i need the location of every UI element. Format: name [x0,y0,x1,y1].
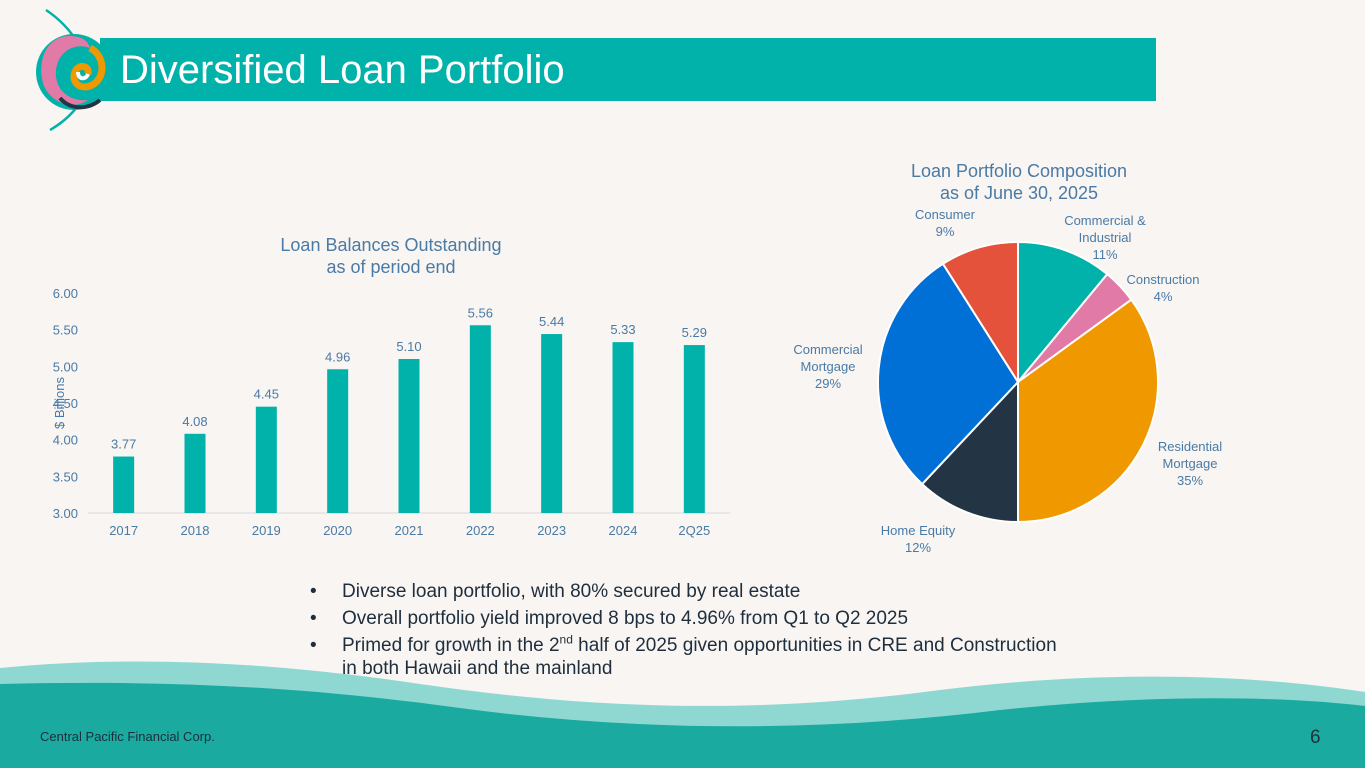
bar-2021 [398,359,420,513]
bullet-marker: • [310,608,317,629]
pie-slice-residential-mortgage [1017,298,1159,524]
y-tick-label: 4.00 [53,433,78,448]
x-tick-label: 2Q25 [678,523,710,538]
loan-balances-bar-chart: 3.00 3.50 4.00 4.50 5.00 5.50 6.00 $ Billions 3.… [52,286,730,538]
pie-slice-label: Construction 4% [1127,272,1200,304]
bar-2019 [255,406,277,513]
bar-value-label: 4.96 [325,349,350,364]
pie-slice-label: Commercial & Industrial 11% [1064,213,1146,262]
pie-chart-title-line-1: Loan Portfolio Composition [910,161,1128,181]
x-tick-label: 2022 [466,523,495,538]
y-tick-label: 5.00 [53,359,78,374]
y-tick-label: 4.50 [53,396,78,411]
bar-chart-title-line-1: Loan Balances Outstanding [280,235,502,255]
bar-value-label: 3.77 [111,437,136,452]
pie-slice-home-equity [920,379,1019,524]
x-tick-label: 2019 [252,523,281,538]
pie-chart-title-line-2: as of June 30, 2025 [939,183,1099,203]
page-number: 6 [1310,727,1321,748]
bar-value-label: 4.45 [254,387,279,402]
bullet-text-sup: nd [559,632,573,647]
pie-slice-label: Residential Mortgage 35% [1158,439,1222,488]
pie-slice-commercial-industrial [1017,240,1109,385]
bar-2Q25 [683,345,705,513]
x-tick-label: 2024 [609,523,638,538]
bar-value-label: 5.44 [539,314,564,329]
footer-wave [0,661,1365,768]
bar-value-label: 5.29 [682,325,707,340]
y-tick-label: 3.50 [53,469,78,484]
bullet-item: • Overall portfolio yield improved 8 bps… [310,607,1070,630]
footer-company: Central Pacific Financial Corp. [40,729,215,744]
bullet-item: • Diverse loan portfolio, with 80% secur… [310,580,1070,603]
pie-slice-commercial-mortgage [877,262,1020,486]
loan-composition-pie-chart: Commercial & Industrial 11% Construction 4% R… [793,207,1222,555]
bar-chart-title: Loan Balances Outstanding as of period e… [250,234,532,278]
pie-slice-consumer [941,240,1019,386]
y-tick-label: 3.00 [53,506,78,521]
title-bar [100,38,1156,101]
y-tick-label: 5.50 [53,323,78,338]
pie-slice-label: Home Equity 12% [881,523,956,555]
bullet-text: Overall portfolio yield improved 8 bps t… [342,608,909,629]
bar-value-label: 5.10 [396,339,421,354]
pie-slice-label: Consumer 9% [915,207,976,239]
x-tick-label: 2023 [537,523,566,538]
page-title: Diversified Loan Portfolio [120,48,565,92]
bullet-text: Diverse loan portfolio, with 80% secured… [342,581,801,602]
bullet-item: • Primed for growth in the 2nd half of 2… [310,634,1070,680]
pie-chart-title: Loan Portfolio Composition as of June 30… [860,160,1178,204]
bullet-marker: • [310,635,317,656]
y-tick-label: 6.00 [53,286,78,301]
bar-chart-title-line-2: as of period end [326,257,456,277]
x-tick-label: 2021 [395,523,424,538]
bar-2024 [612,342,634,513]
bar-value-label: 5.56 [468,305,493,320]
bar-2020 [327,369,349,513]
bar-value-label: 5.33 [610,322,635,337]
bar-2022 [469,325,491,513]
bar-2017 [113,456,135,513]
bar-2023 [541,334,563,513]
y-axis-title: $ Billions [52,376,67,429]
bar-value-label: 4.08 [182,414,207,429]
x-tick-label: 2017 [109,523,138,538]
company-logo-icon [36,8,112,132]
pie-slice-label: Commercial Mortgage 29% [793,342,862,391]
x-tick-label: 2018 [181,523,210,538]
bullet-text-post: half of 2025 given opportunities in CRE … [342,635,1057,679]
bullet-list: • Diverse loan portfolio, with 80% secur… [310,580,1070,684]
bullet-marker: • [310,581,317,602]
bullet-text-pre: Primed for growth in the 2 [342,635,560,656]
bar-2018 [184,433,206,513]
x-tick-label: 2020 [323,523,352,538]
